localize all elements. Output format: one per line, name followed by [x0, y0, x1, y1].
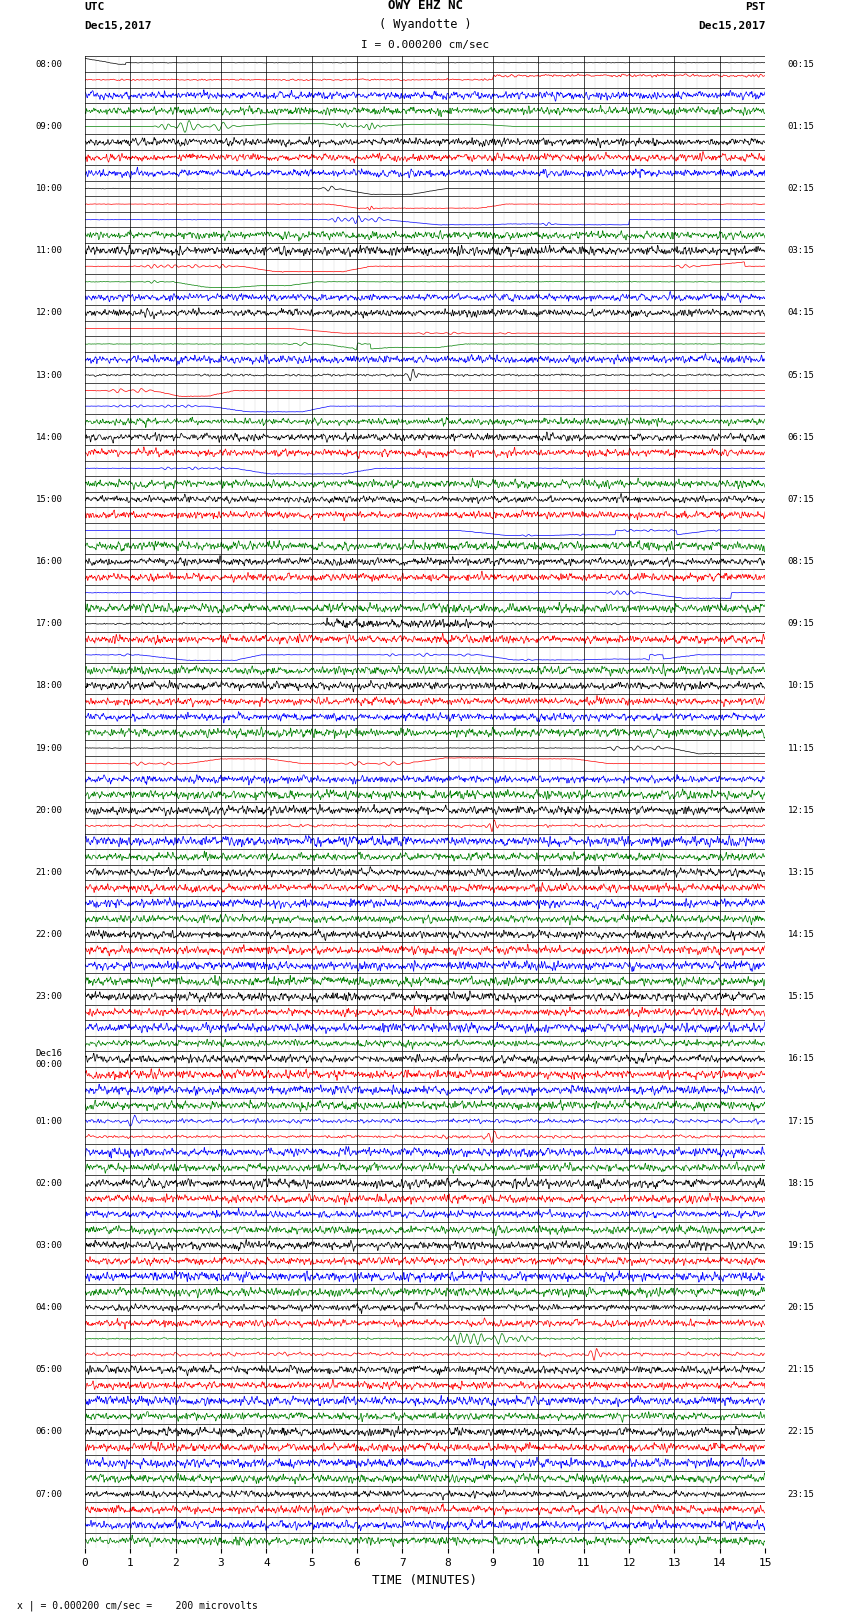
Text: 00:15: 00:15 [788, 60, 814, 69]
Text: 18:00: 18:00 [36, 681, 62, 690]
Text: 06:15: 06:15 [788, 432, 814, 442]
Text: 12:00: 12:00 [36, 308, 62, 318]
Text: 16:00: 16:00 [36, 556, 62, 566]
Text: 12:15: 12:15 [788, 806, 814, 815]
Text: 04:00: 04:00 [36, 1303, 62, 1311]
Text: 15:15: 15:15 [788, 992, 814, 1002]
Text: 02:00: 02:00 [36, 1179, 62, 1187]
Text: 23:00: 23:00 [36, 992, 62, 1002]
Text: OWY EHZ NC: OWY EHZ NC [388, 0, 462, 11]
Text: 11:15: 11:15 [788, 744, 814, 753]
Text: 22:15: 22:15 [788, 1428, 814, 1437]
Text: 21:15: 21:15 [788, 1365, 814, 1374]
Text: 01:15: 01:15 [788, 123, 814, 131]
Text: 01:00: 01:00 [36, 1116, 62, 1126]
Text: 19:00: 19:00 [36, 744, 62, 753]
Text: 18:15: 18:15 [788, 1179, 814, 1187]
Text: 17:00: 17:00 [36, 619, 62, 627]
Text: 09:00: 09:00 [36, 123, 62, 131]
Text: 10:00: 10:00 [36, 184, 62, 194]
Text: 10:15: 10:15 [788, 681, 814, 690]
Text: 13:15: 13:15 [788, 868, 814, 877]
Text: 14:15: 14:15 [788, 931, 814, 939]
Text: 03:15: 03:15 [788, 247, 814, 255]
Text: PST: PST [745, 2, 766, 11]
Text: 03:00: 03:00 [36, 1240, 62, 1250]
Text: 07:15: 07:15 [788, 495, 814, 503]
Text: 07:00: 07:00 [36, 1489, 62, 1498]
X-axis label: TIME (MINUTES): TIME (MINUTES) [372, 1574, 478, 1587]
Text: 19:15: 19:15 [788, 1240, 814, 1250]
Text: I = 0.000200 cm/sec: I = 0.000200 cm/sec [361, 40, 489, 50]
Text: UTC: UTC [84, 2, 105, 11]
Text: Dec16
00:00: Dec16 00:00 [36, 1048, 62, 1068]
Text: Dec15,2017: Dec15,2017 [698, 21, 766, 31]
Text: 20:00: 20:00 [36, 806, 62, 815]
Text: 08:00: 08:00 [36, 60, 62, 69]
Text: 21:00: 21:00 [36, 868, 62, 877]
Text: 22:00: 22:00 [36, 931, 62, 939]
Text: 15:00: 15:00 [36, 495, 62, 503]
Text: 05:15: 05:15 [788, 371, 814, 379]
Text: 17:15: 17:15 [788, 1116, 814, 1126]
Text: 13:00: 13:00 [36, 371, 62, 379]
Text: 02:15: 02:15 [788, 184, 814, 194]
Text: 06:00: 06:00 [36, 1428, 62, 1437]
Text: 20:15: 20:15 [788, 1303, 814, 1311]
Text: ( Wyandotte ): ( Wyandotte ) [379, 18, 471, 31]
Text: 05:00: 05:00 [36, 1365, 62, 1374]
Text: 04:15: 04:15 [788, 308, 814, 318]
Text: 14:00: 14:00 [36, 432, 62, 442]
Text: 08:15: 08:15 [788, 556, 814, 566]
Text: x | = 0.000200 cm/sec =    200 microvolts: x | = 0.000200 cm/sec = 200 microvolts [17, 1600, 258, 1611]
Text: 16:15: 16:15 [788, 1055, 814, 1063]
Text: Dec15,2017: Dec15,2017 [84, 21, 152, 31]
Text: 09:15: 09:15 [788, 619, 814, 627]
Text: 23:15: 23:15 [788, 1489, 814, 1498]
Text: 11:00: 11:00 [36, 247, 62, 255]
